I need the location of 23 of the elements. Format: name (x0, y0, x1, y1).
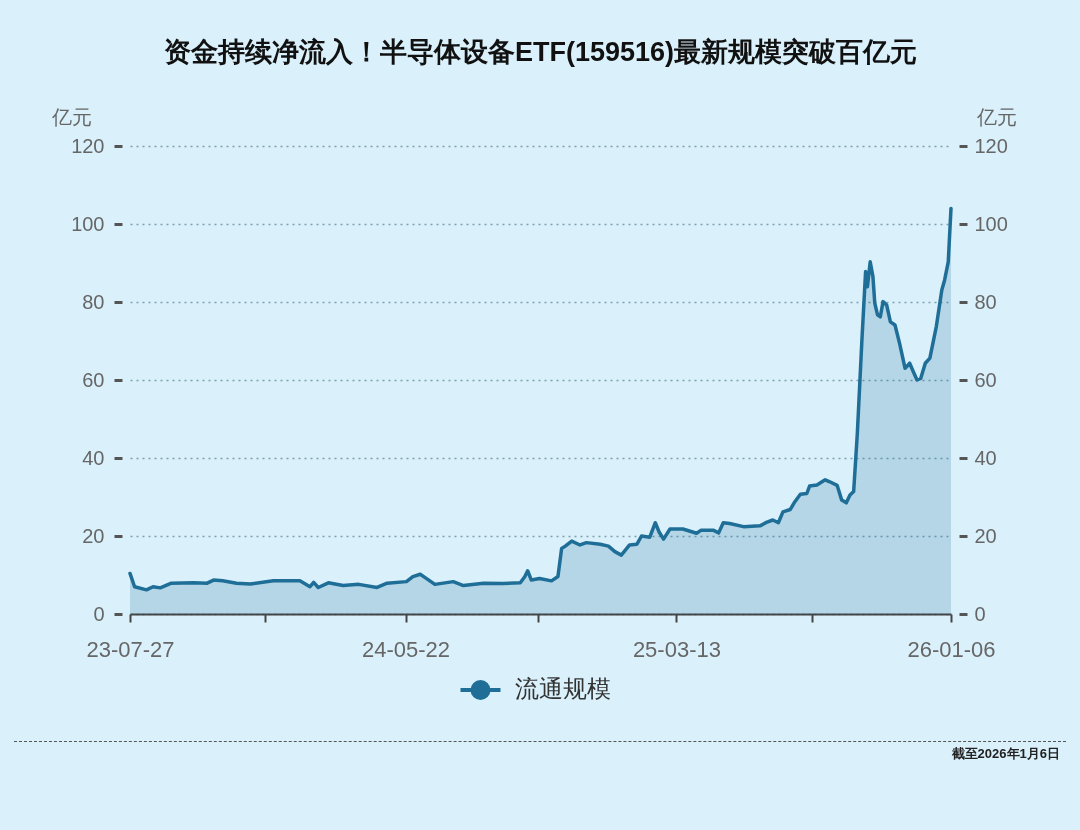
y-axis-title: 亿元 (50, 105, 92, 128)
y-tick-label: 60 (82, 368, 105, 391)
y2-tick-label: 80 (974, 290, 997, 313)
legend-label: 流通规模 (514, 675, 611, 702)
x-tick-label: 24-05-22 (361, 636, 451, 662)
y2-axis-title: 亿元 (975, 105, 1017, 128)
y2-tick-label: 60 (974, 368, 997, 391)
y-tick-label: 20 (82, 524, 105, 547)
y2-tick-label: 100 (974, 212, 1008, 235)
x-tick-label: 26-01-06 (907, 636, 996, 662)
y2-tick-label: 0 (974, 602, 986, 625)
text: 截至2026年1月6日 (951, 746, 1060, 762)
y-tick-label: 100 (71, 212, 105, 235)
y-tick-label: 40 (82, 446, 105, 469)
chart-title: 资金持续净流入！半导体设备ETF(159516)最新规模突破百亿元 (163, 37, 918, 67)
y-tick-label: 0 (93, 602, 105, 625)
y2-tick-label: 120 (974, 134, 1008, 157)
y-tick-label: 120 (71, 134, 105, 157)
y-tick-label: 80 (82, 290, 105, 313)
x-tick-label: 23-07-27 (86, 636, 175, 662)
y2-tick-label: 20 (974, 524, 997, 547)
y2-tick-label: 40 (974, 446, 997, 469)
x-tick-label: 25-03-13 (632, 636, 721, 662)
